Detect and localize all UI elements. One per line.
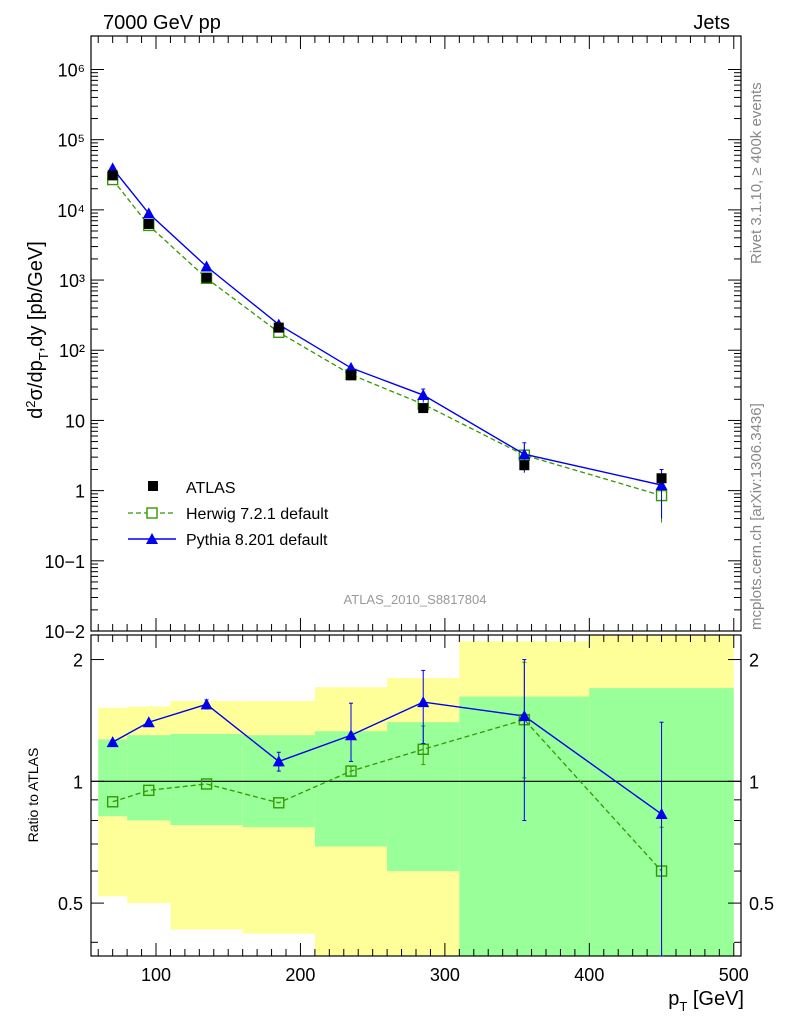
pythia-ratio-point xyxy=(655,808,668,820)
herwig-ratio-point xyxy=(200,778,213,790)
ratio-plot-panel: 100 200 300 400 500 0.5 0.5 1 1 2 2 xyxy=(58,634,774,985)
atlas-data-point xyxy=(201,272,212,283)
y-axis-label-main: d2σ/dpT,dy [pb/GeV] xyxy=(23,241,51,419)
pythia-line xyxy=(112,167,662,486)
y-tick-label: 0.5 xyxy=(58,894,83,914)
pythia-ratio-point xyxy=(417,696,430,708)
rivet-label: Rivet 3.1.10, ≥ 400k events xyxy=(748,82,765,264)
pythia-ratio-point xyxy=(106,736,119,748)
pythia-point xyxy=(200,260,213,272)
pythia-ratio-point xyxy=(272,755,285,767)
y-tick-label: 10² xyxy=(59,341,85,361)
y-tick-label: 2 xyxy=(73,651,83,671)
x-tick-label: 500 xyxy=(719,965,749,985)
herwig-ratio-point xyxy=(345,765,357,777)
pythia-point xyxy=(142,207,155,219)
atlas-data-point xyxy=(143,218,154,229)
y-tick-label: 10⁶ xyxy=(58,60,85,80)
pythia-ratio-point xyxy=(518,710,531,722)
atlas-data-point xyxy=(519,460,530,471)
atlas-data-point xyxy=(273,322,284,333)
header-left: 7000 GeV pp xyxy=(103,12,221,34)
x-tick-label: 400 xyxy=(574,965,604,985)
y-tick-label: 10⁵ xyxy=(58,131,85,151)
herwig-ratio-point xyxy=(106,796,119,808)
y-axis-label-ratio: Ratio to ATLAS xyxy=(25,748,41,843)
uncertainty-band-inner xyxy=(98,739,128,817)
atlas-data-point xyxy=(656,473,667,484)
pythia-ratio-point xyxy=(345,729,357,741)
atlas-data-point xyxy=(346,370,356,381)
y-tick-label: 1 xyxy=(75,482,85,502)
y-tick-label: 10 xyxy=(65,411,85,431)
y-tick-label-right: 2 xyxy=(749,651,759,671)
header-right: Jets xyxy=(693,12,730,34)
legend-herwig-marker xyxy=(146,507,158,519)
y-tick-label: 10−2 xyxy=(44,622,85,642)
atlas-data-point xyxy=(418,403,429,414)
y-tick-label-right: 0.5 xyxy=(749,894,774,914)
pythia-point xyxy=(345,361,357,373)
x-axis-label: pT [GeV] xyxy=(668,988,744,1014)
atlas-data-point xyxy=(107,170,118,181)
y-tick-label-right: 1 xyxy=(749,772,759,792)
legend-pythia-marker xyxy=(146,533,158,544)
herwig-ratio-point xyxy=(273,797,285,809)
legend-atlas-marker xyxy=(148,481,158,491)
pythia-ratio-point xyxy=(142,716,155,728)
analysis-label: ATLAS_2010_S8817804 xyxy=(344,592,487,607)
pythia-ratio-point xyxy=(200,698,213,710)
legend-label: Herwig 7.2.1 default xyxy=(186,506,329,523)
pythia-point xyxy=(655,479,668,491)
herwig-line xyxy=(112,179,662,497)
legend-label: ATLAS xyxy=(186,480,236,497)
herwig-ratio-line xyxy=(112,718,663,872)
herwig-ratio-point xyxy=(143,784,155,797)
x-tick-label: 200 xyxy=(285,965,315,985)
main-plot-panel: 10−2 10−1 1 10 10² 10³ 10⁴ 10⁵ 10⁶ ATLAS Herwig 7.… xyxy=(44,35,742,642)
x-tick-label: 100 xyxy=(141,965,171,985)
y-tick-label: 10−1 xyxy=(44,552,85,572)
legend: ATLAS Herwig 7.2.1 default Pythia 8.201 de… xyxy=(128,480,329,549)
pythia-point xyxy=(518,448,531,460)
legend-label: Pythia 8.201 default xyxy=(186,532,328,549)
pythia-point xyxy=(417,389,430,401)
herwig-ratio-point xyxy=(417,743,429,755)
x-tick-label: 300 xyxy=(430,965,460,985)
y-tick-label: 10³ xyxy=(59,271,85,291)
y-tick-label: 10⁴ xyxy=(57,201,85,221)
y-tick-label: 1 xyxy=(73,772,83,792)
pythia-ratio-line xyxy=(112,701,662,815)
mcplots-label: mcplots.cern.ch [arXiv:1306.3436] xyxy=(748,403,765,630)
uncertainty-band-inner xyxy=(127,735,171,821)
